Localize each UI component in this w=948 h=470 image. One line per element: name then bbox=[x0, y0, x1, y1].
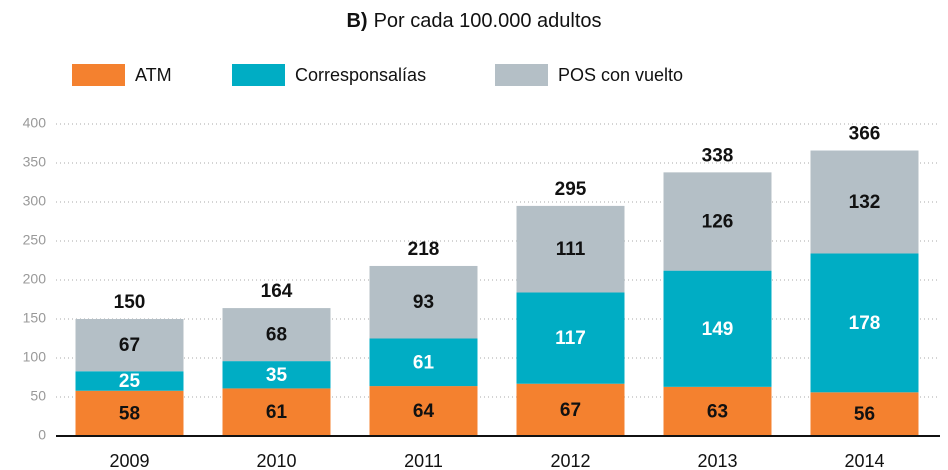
legend-swatch bbox=[72, 64, 125, 86]
data-label: 68 bbox=[266, 325, 287, 346]
title-label: B) bbox=[346, 10, 367, 32]
data-label: 64 bbox=[413, 401, 435, 422]
legend-label: ATM bbox=[135, 65, 172, 85]
data-label: 35 bbox=[266, 365, 288, 386]
data-label: 149 bbox=[702, 319, 734, 340]
bar-segment bbox=[810, 150, 919, 254]
bar-segment bbox=[663, 386, 772, 436]
total-label: 366 bbox=[849, 124, 881, 145]
bar-segment bbox=[222, 308, 331, 362]
data-label: 117 bbox=[555, 328, 586, 349]
x-tick-label: 2014 bbox=[844, 451, 884, 470]
bar-segment bbox=[369, 338, 478, 387]
data-label: 63 bbox=[707, 401, 728, 422]
data-label: 61 bbox=[266, 402, 288, 423]
chart-title: B) Por cada 100.000 adultos bbox=[346, 10, 601, 32]
bar-segment bbox=[663, 172, 772, 271]
y-tick-label: 100 bbox=[23, 349, 47, 365]
x-tick-label: 2012 bbox=[550, 451, 590, 470]
legend-swatch bbox=[232, 64, 285, 86]
y-tick-label: 250 bbox=[23, 232, 47, 248]
data-label: 61 bbox=[413, 352, 435, 373]
legend-swatch bbox=[495, 64, 548, 86]
total-label: 150 bbox=[114, 292, 146, 313]
bar-segment bbox=[810, 392, 919, 436]
bar-segment bbox=[369, 265, 478, 339]
legend-label: Corresponsalías bbox=[295, 65, 426, 85]
bar-segment bbox=[516, 292, 625, 384]
x-tick-label: 2013 bbox=[697, 451, 737, 470]
y-tick-label: 0 bbox=[38, 427, 46, 443]
title-text: Por cada 100.000 adultos bbox=[374, 10, 602, 32]
bar-segment bbox=[75, 319, 184, 372]
bar-segment bbox=[516, 383, 625, 436]
total-label: 338 bbox=[702, 145, 734, 166]
data-label: 132 bbox=[849, 192, 881, 213]
x-tick-label: 2010 bbox=[256, 451, 296, 470]
y-tick-label: 350 bbox=[23, 154, 47, 170]
bar-segment bbox=[222, 361, 331, 389]
data-label: 58 bbox=[119, 403, 140, 424]
total-label: 218 bbox=[408, 239, 440, 260]
data-label: 25 bbox=[119, 371, 141, 392]
bar-segment bbox=[222, 388, 331, 436]
data-label: 93 bbox=[413, 292, 434, 313]
data-label: 126 bbox=[702, 212, 734, 233]
bar-segment bbox=[369, 386, 478, 436]
bar-segment bbox=[516, 205, 625, 293]
x-tick-label: 2009 bbox=[109, 451, 149, 470]
y-tick-label: 300 bbox=[23, 193, 47, 209]
x-tick-label: 2011 bbox=[404, 451, 443, 470]
bar-segment bbox=[663, 270, 772, 387]
bar-segment bbox=[75, 371, 184, 391]
data-label: 56 bbox=[854, 404, 875, 425]
legend-label: POS con vuelto bbox=[558, 65, 683, 85]
bar-segment bbox=[75, 390, 184, 436]
bar-segment bbox=[810, 253, 919, 393]
data-label: 67 bbox=[560, 400, 581, 421]
data-label: 67 bbox=[119, 335, 140, 356]
y-tick-label: 50 bbox=[30, 388, 46, 404]
y-tick-label: 400 bbox=[23, 115, 47, 131]
data-label: 178 bbox=[849, 313, 881, 334]
total-label: 295 bbox=[555, 179, 587, 200]
data-label: 111 bbox=[556, 239, 586, 260]
total-label: 164 bbox=[261, 281, 293, 302]
y-tick-label: 200 bbox=[23, 271, 47, 287]
y-tick-label: 150 bbox=[23, 310, 47, 326]
